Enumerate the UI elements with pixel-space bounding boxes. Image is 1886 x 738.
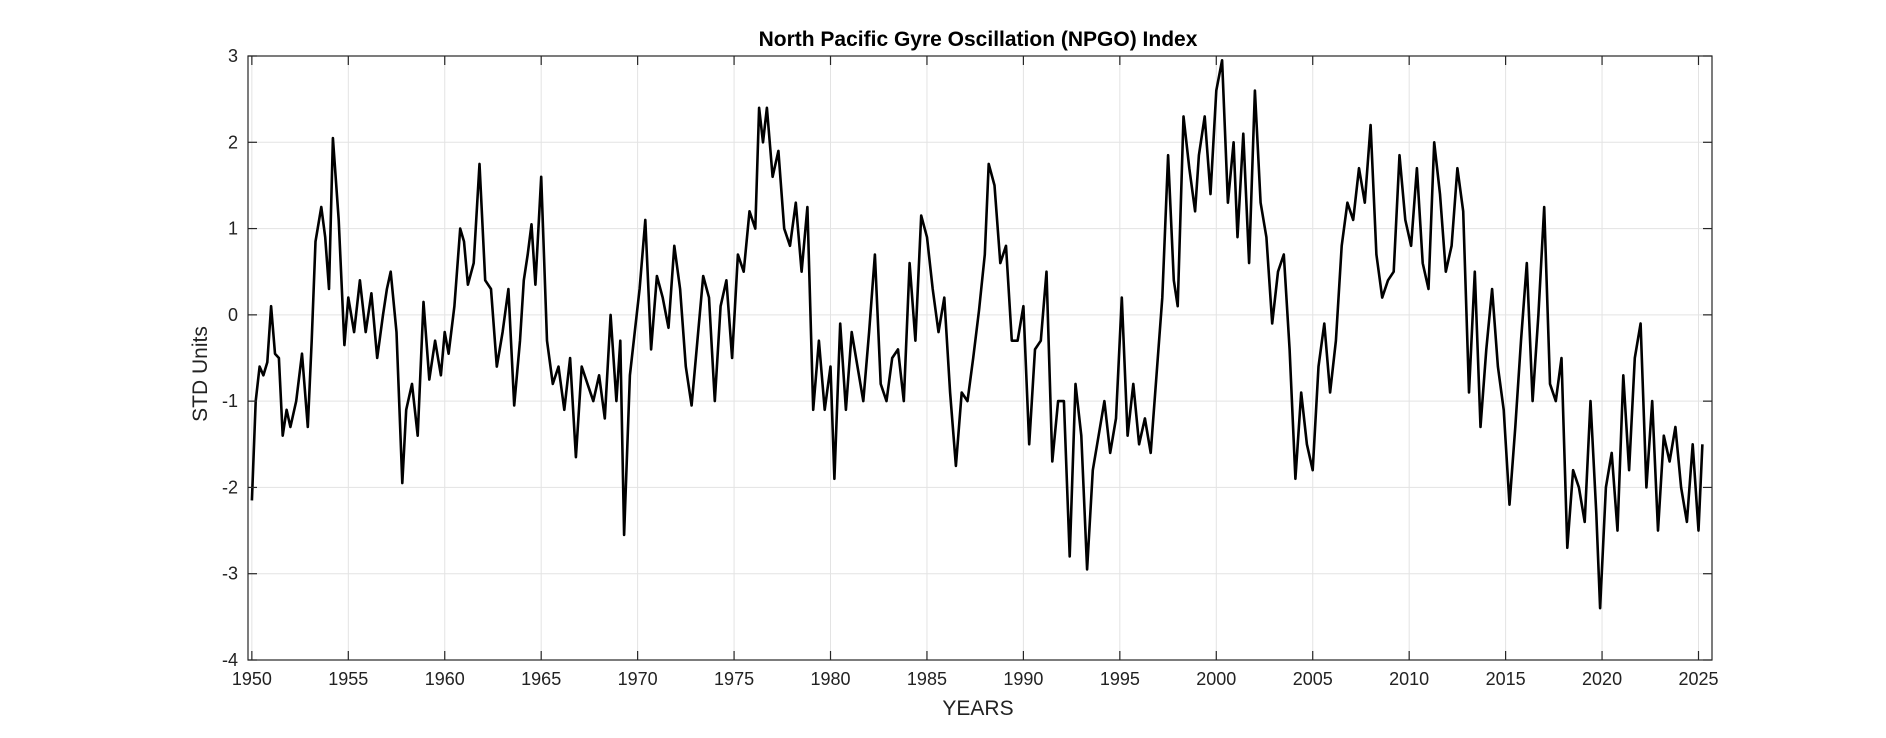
y-tick-label: 2: [228, 132, 238, 152]
x-tick-label: 1970: [618, 669, 658, 689]
y-tick-label: -1: [222, 391, 238, 411]
x-tick-label: 2010: [1389, 669, 1429, 689]
x-tick-label: 1980: [810, 669, 850, 689]
x-tick-label: 1960: [425, 669, 465, 689]
y-tick-label: 1: [228, 219, 238, 239]
y-tick-label: 0: [228, 305, 238, 325]
y-tick-label: -4: [222, 650, 238, 670]
x-tick-label: 1995: [1100, 669, 1140, 689]
x-tick-label: 2005: [1293, 669, 1333, 689]
axis-ticks: [248, 55, 1712, 661]
y-tick-label: -3: [222, 564, 238, 584]
x-tick-label: 2025: [1678, 669, 1718, 689]
x-tick-label: 1955: [328, 669, 368, 689]
y-tick-labels: 3 2 1 0 -1 -2 -3 -4: [222, 46, 238, 670]
x-axis-label: YEARS: [942, 697, 1013, 720]
x-tick-label: 1975: [714, 669, 754, 689]
x-tick-label: 1965: [521, 669, 561, 689]
x-tick-label: 1990: [1003, 669, 1043, 689]
series-layer: [250, 59, 1704, 610]
x-tick-label: 1985: [907, 669, 947, 689]
y-tick-label: 3: [228, 46, 238, 66]
x-tick-label: 2020: [1582, 669, 1622, 689]
x-tick-label: 2015: [1486, 669, 1526, 689]
y-axis-label: STD Units: [189, 326, 212, 422]
chart-title: North Pacific Gyre Oscillation (NPGO) In…: [759, 28, 1198, 51]
npgo-series-line: [250, 59, 1704, 610]
y-tick-label: -2: [222, 477, 238, 497]
plot-frame: [247, 55, 1713, 661]
x-tick-labels: 1950 1955 1960 1965 1970 1975 1980 1985 1990 1995…: [232, 669, 1719, 689]
x-tick-label: 1950: [232, 669, 272, 689]
x-tick-label: 2000: [1196, 669, 1236, 689]
